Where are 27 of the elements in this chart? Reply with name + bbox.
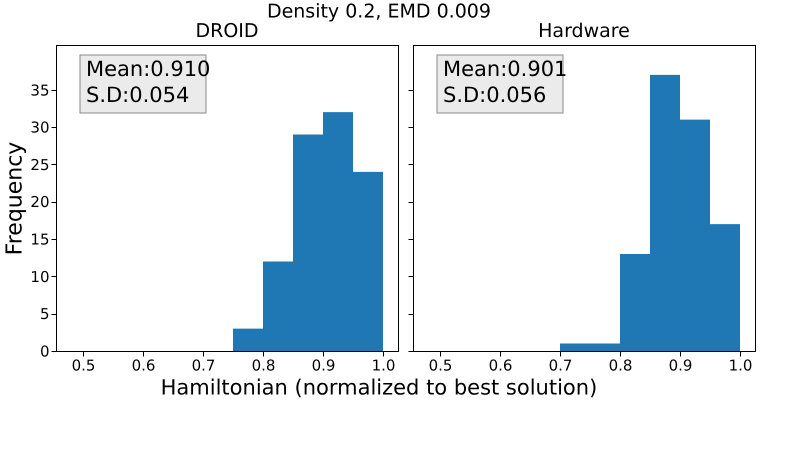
- y-tick-label: 10: [30, 268, 50, 286]
- x-tick-label: 0.6: [132, 356, 156, 374]
- chart-title: Hardware: [538, 20, 630, 42]
- y-tick-label: 0: [40, 342, 50, 360]
- y-axis-title: Frequency: [2, 142, 28, 256]
- x-tick-label: 1.0: [372, 356, 396, 374]
- x-tick-label: 0.5: [428, 356, 452, 374]
- y-tick-label: 20: [30, 193, 50, 212]
- y-tick-label: 30: [30, 118, 50, 137]
- y-tick-label: 5: [40, 305, 50, 324]
- x-tick-label: 0.7: [192, 356, 216, 374]
- x-tick-label: 0.8: [252, 356, 276, 374]
- x-tick-label: 0.9: [312, 356, 336, 374]
- x-tick-label: 0.5: [72, 356, 96, 374]
- y-tick-label: 35: [30, 81, 50, 100]
- x-tick-label: 0.9: [668, 356, 692, 374]
- y-tick-label: 25: [30, 156, 50, 174]
- x-tick-label: 0.8: [608, 356, 632, 374]
- x-tick-label: 1.0: [728, 356, 752, 374]
- annotation: Mean:0.910 S.D:0.054: [86, 57, 210, 107]
- x-axis-title: Hamiltonian (normalized to best solution): [160, 376, 598, 400]
- chart-subtitle: DROID: [195, 20, 259, 42]
- x-tick-label: 0.6: [488, 356, 512, 374]
- y-tick-label: 15: [30, 230, 50, 249]
- annotation: Mean:0.901 S.D:0.056: [443, 57, 568, 107]
- x-tick-label: 0.7: [548, 356, 572, 374]
- chart-title: Density 0.2, EMD 0.009: [266, 0, 491, 22]
